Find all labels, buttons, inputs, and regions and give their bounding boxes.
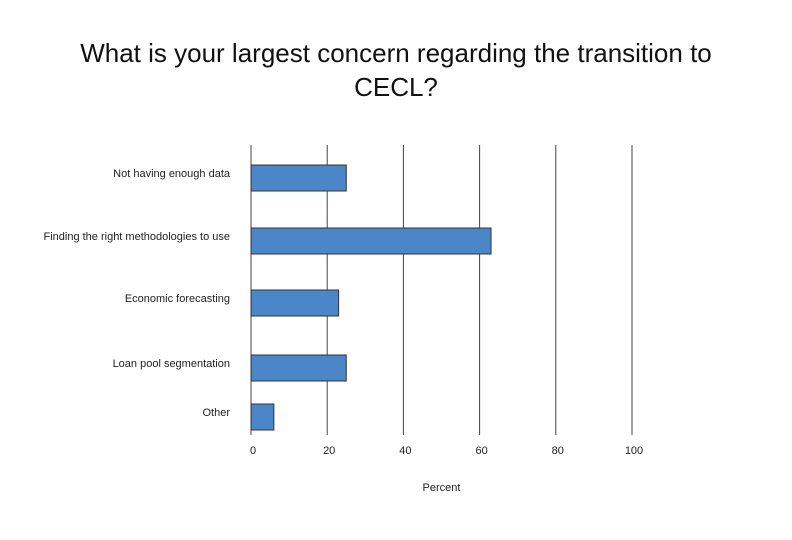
category-text: Not having enough data [113,167,230,180]
y-tick-label: Not having enough data [40,166,230,183]
bar [250,227,492,255]
y-tick-label: Finding the right methodologies to use [40,229,230,246]
bar [250,403,275,431]
y-tick-label: Loan pool segmentation [40,356,230,373]
category-text: Other [202,406,230,419]
x-axis-label: Percent [423,482,461,494]
bar [250,289,340,317]
bar [250,354,347,382]
x-tick-label: 80 [552,445,564,457]
x-tick-label: 20 [323,445,335,457]
x-tick-label: 60 [475,445,487,457]
category-text: Economic forecasting [124,292,230,305]
chart-title: What is your largest concern regarding t… [80,38,712,102]
x-tick-label: 100 [625,445,643,457]
category-text: Finding the right methodologies to use [43,230,230,243]
x-tick-label: 0 [250,445,256,457]
y-tick-label: Economic forecasting [40,291,230,308]
x-tick-label: 40 [399,445,411,457]
category-text: Loan pool segmentation [112,357,230,370]
bar [250,164,347,192]
y-tick-label: Other [40,405,230,422]
